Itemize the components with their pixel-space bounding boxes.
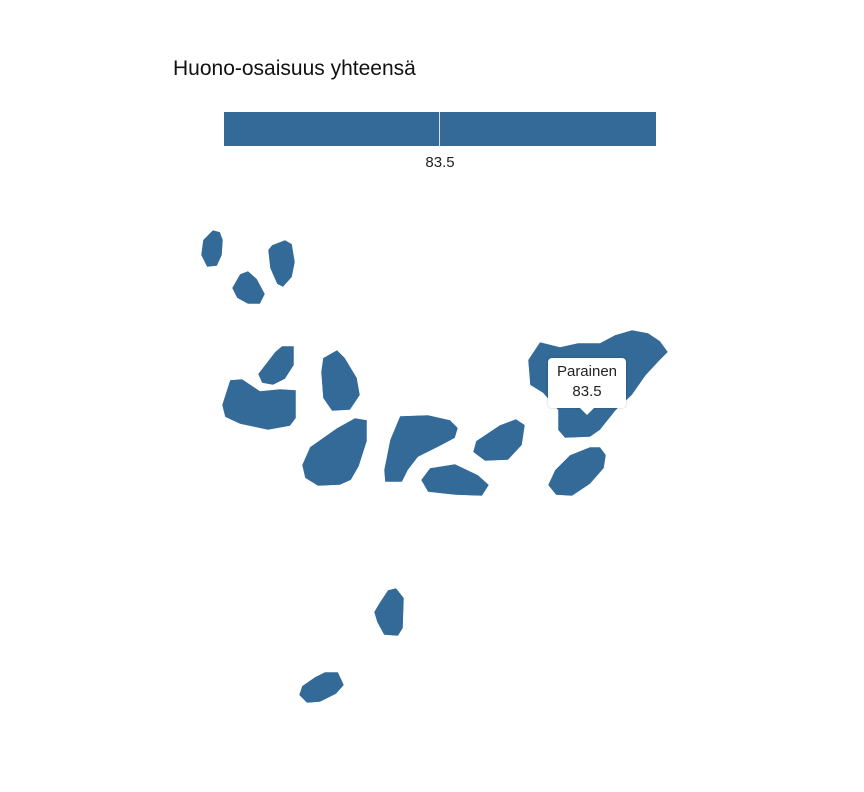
island-region[interactable] xyxy=(383,414,459,483)
island-region[interactable] xyxy=(221,378,297,431)
legend-color-bar xyxy=(224,112,656,146)
island-region[interactable] xyxy=(298,671,345,704)
island-region[interactable] xyxy=(320,349,361,412)
map-title: Huono-osaisuus yhteensä xyxy=(173,57,416,80)
island-region[interactable] xyxy=(547,446,607,497)
island-region[interactable] xyxy=(257,345,295,386)
region-tooltip: Parainen 83.5 xyxy=(548,358,626,415)
island-region[interactable] xyxy=(231,270,266,305)
tooltip-region-name: Parainen xyxy=(556,363,618,380)
island-region[interactable] xyxy=(301,417,368,487)
legend-value-label: 83.5 xyxy=(425,154,455,171)
island-region[interactable] xyxy=(420,463,490,497)
legend-tick xyxy=(439,112,440,146)
tooltip-value: 83.5 xyxy=(572,383,602,400)
island-region[interactable] xyxy=(200,229,224,268)
island-region[interactable] xyxy=(267,239,296,288)
island-region[interactable] xyxy=(472,418,526,462)
island-region[interactable] xyxy=(373,587,405,637)
